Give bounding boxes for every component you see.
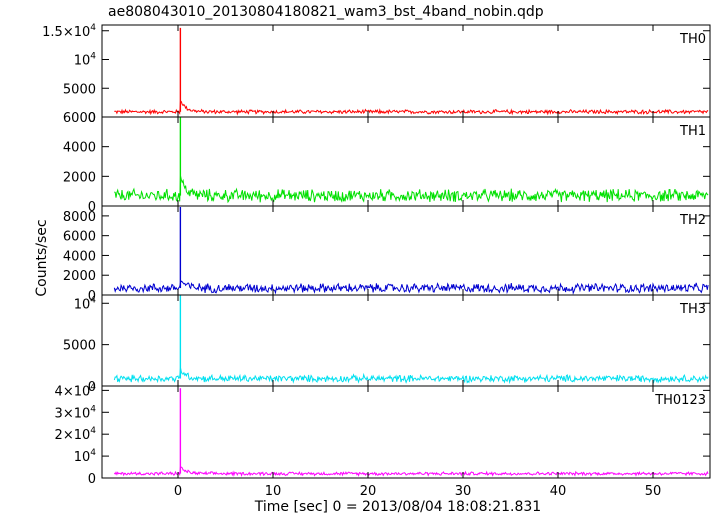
panel-th2: 0 2000 4000 6000 8000 TH2: [63, 205, 711, 304]
panel-th0: 0 5000 104 1.5×104 TH0: [42, 23, 711, 126]
y-tick-label: 0: [88, 200, 96, 215]
y-tick-label: 6000: [63, 230, 96, 245]
panel-th0123: 0 104 2×104 3×104 4×104 TH0123: [55, 382, 711, 487]
y-tick-label: 104: [74, 52, 97, 69]
x-tick-label: 30: [455, 484, 472, 499]
panel-frame: [101, 294, 711, 387]
y-tick-label: 8000: [63, 210, 96, 225]
x-tick-label: 50: [645, 484, 662, 499]
y-tick-label: 2000: [63, 170, 96, 185]
panel-th1: 0 2000 4000 6000 TH1: [63, 111, 711, 215]
y-tick-label: 0: [88, 289, 96, 304]
panel-frame: [101, 385, 711, 479]
y-tick-label: 2×104: [55, 426, 97, 443]
series-line-th1: [114, 175, 709, 204]
y-tick-label: 3×104: [55, 404, 97, 421]
series-line-th3: [113, 367, 709, 385]
y-tick-label: 4000: [63, 141, 96, 156]
y-tick-label: 6000: [63, 111, 96, 126]
y-tick-label: 2000: [63, 269, 96, 284]
x-tick-label: 40: [550, 484, 567, 499]
panel-label-th1: TH1: [679, 124, 706, 139]
panel-label-th3: TH3: [679, 302, 706, 317]
y-axis-label: Counts/sec: [34, 219, 50, 296]
panel-frame: [101, 24, 711, 118]
y-tick-label: 4×104: [55, 382, 97, 399]
y-tick-label: 5000: [63, 339, 96, 354]
series-line-th0: [114, 99, 709, 116]
chart-title: ae808043010_20130804180821_wam3_bst_4ban…: [108, 4, 544, 20]
panel-label-th0: TH0: [679, 32, 706, 47]
y-tick-label: 1.5×104: [42, 23, 96, 40]
x-tick-label: 10: [265, 484, 282, 499]
panels: 050001041.5×104TH00200040006000TH1020004…: [42, 23, 711, 499]
panel-th3: 0 5000 104 TH3: [63, 294, 711, 395]
x-tick-label: 20: [360, 484, 377, 499]
series-line-th2: [113, 280, 709, 295]
panel-label-th2: TH2: [679, 213, 706, 228]
y-tick-label: 0: [88, 472, 96, 487]
x-tick-label: 0: [174, 484, 182, 499]
y-tick-label: 5000: [63, 82, 96, 97]
x-axis-label: Time [sec] 0 = 2013/08/04 18:08:21.831: [254, 499, 541, 515]
y-tick-label: 104: [74, 295, 97, 312]
y-tick-label: 0: [88, 111, 96, 126]
y-tick-label: 104: [74, 448, 97, 465]
panel-frame: [101, 205, 711, 296]
y-tick-label: 4000: [63, 249, 96, 264]
y-tick-label: 0: [88, 380, 96, 395]
series-line-th0123: [113, 464, 709, 477]
panel-label-th0123: TH0123: [654, 393, 706, 408]
